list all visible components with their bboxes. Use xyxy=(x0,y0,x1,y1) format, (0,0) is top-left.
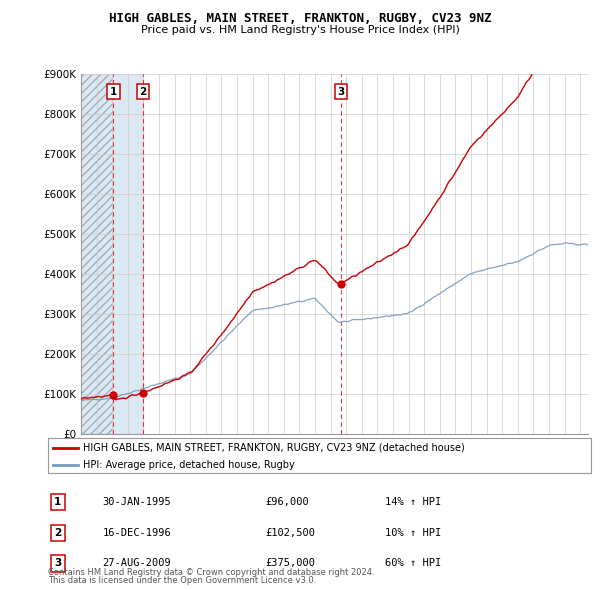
Text: HPI: Average price, detached house, Rugby: HPI: Average price, detached house, Rugb… xyxy=(83,460,295,470)
Text: £375,000: £375,000 xyxy=(265,559,315,568)
Text: 1: 1 xyxy=(110,87,117,97)
Text: 14% ↑ HPI: 14% ↑ HPI xyxy=(385,497,441,507)
Text: 16-DEC-1996: 16-DEC-1996 xyxy=(103,528,171,537)
Text: 1: 1 xyxy=(54,497,61,507)
Text: 30-JAN-1995: 30-JAN-1995 xyxy=(103,497,171,507)
Text: 3: 3 xyxy=(337,87,344,97)
Text: HIGH GABLES, MAIN STREET, FRANKTON, RUGBY, CV23 9NZ (detached house): HIGH GABLES, MAIN STREET, FRANKTON, RUGB… xyxy=(83,442,465,453)
Text: 27-AUG-2009: 27-AUG-2009 xyxy=(103,559,171,568)
Text: 3: 3 xyxy=(54,559,61,568)
Text: Price paid vs. HM Land Registry's House Price Index (HPI): Price paid vs. HM Land Registry's House … xyxy=(140,25,460,35)
Bar xyxy=(113,74,143,434)
Text: HIGH GABLES, MAIN STREET, FRANKTON, RUGBY, CV23 9NZ: HIGH GABLES, MAIN STREET, FRANKTON, RUGB… xyxy=(109,12,491,25)
Text: 10% ↑ HPI: 10% ↑ HPI xyxy=(385,528,441,537)
Text: Contains HM Land Registry data © Crown copyright and database right 2024.: Contains HM Land Registry data © Crown c… xyxy=(48,568,374,577)
Text: £96,000: £96,000 xyxy=(265,497,309,507)
Bar xyxy=(81,74,113,434)
Text: This data is licensed under the Open Government Licence v3.0.: This data is licensed under the Open Gov… xyxy=(48,576,316,585)
Text: £102,500: £102,500 xyxy=(265,528,315,537)
Bar xyxy=(81,74,113,434)
Text: 2: 2 xyxy=(139,87,146,97)
Text: 2: 2 xyxy=(54,528,61,537)
Text: 60% ↑ HPI: 60% ↑ HPI xyxy=(385,559,441,568)
